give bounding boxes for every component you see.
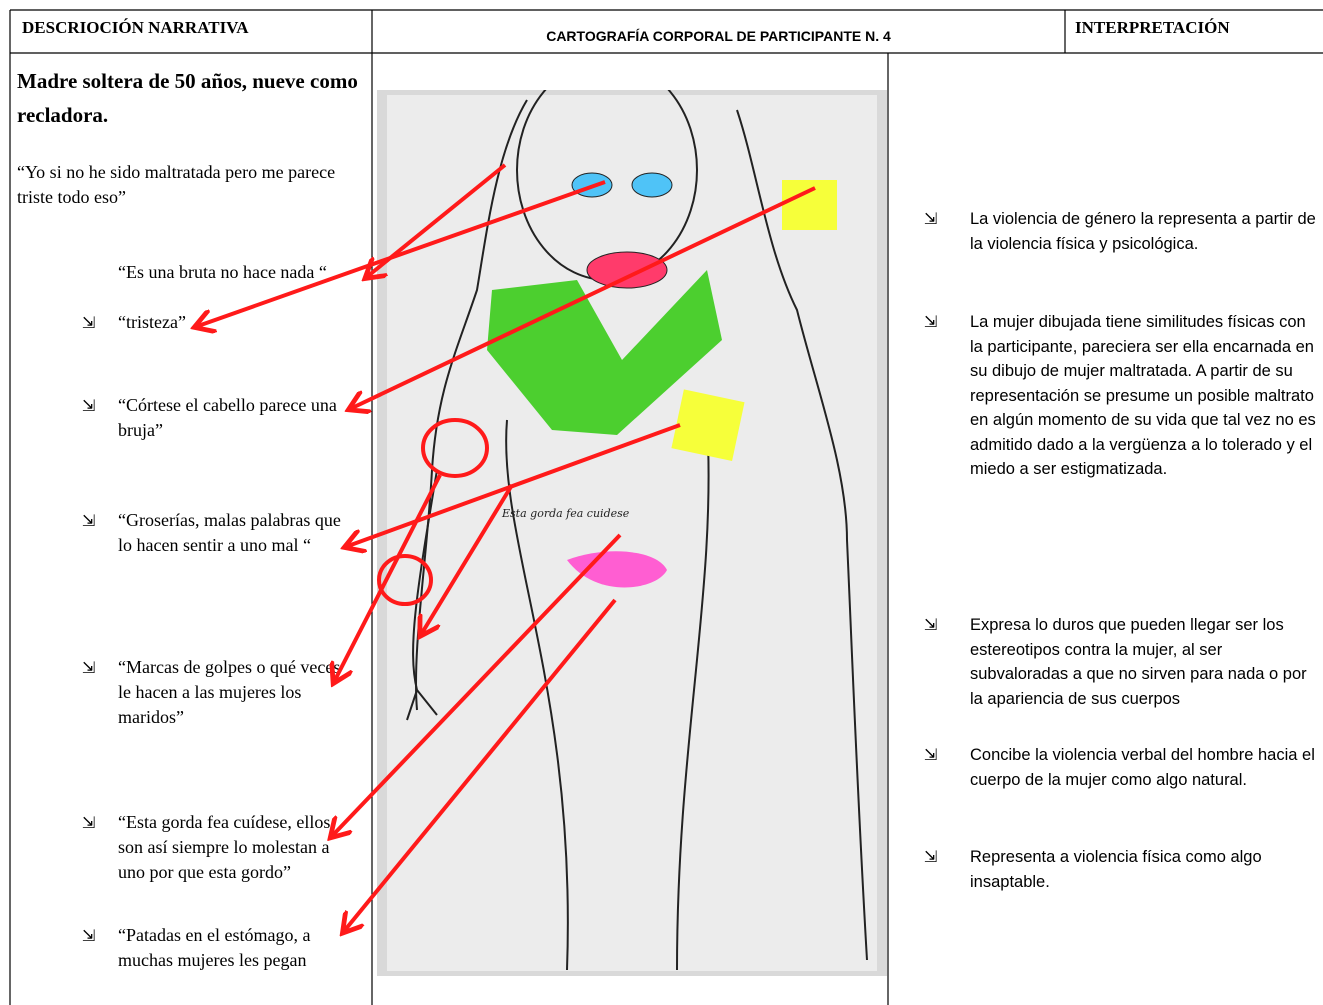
header-cell: CARTOGRAFÍA CORPORAL DE PARTICIPANTE N. … xyxy=(546,28,891,44)
interpretation-item: Concibe la violencia verbal del hombre h… xyxy=(924,743,1320,792)
header-cell: INTERPRETACIÓN xyxy=(1075,18,1230,37)
narrative-item: “Groserías, malas palabras que lo hacen … xyxy=(82,508,343,558)
interpretation-item: Representa a violencia física como algo … xyxy=(924,845,1320,894)
photo-handwriting: Esta gorda fea cuidese xyxy=(501,507,630,520)
header-cell: DESCRIOCIÓN NARRATIVA xyxy=(22,18,249,37)
narrative-item: “Patadas en el estómago, a muchas mujere… xyxy=(82,923,358,973)
narrative-item: “tristeza” xyxy=(82,310,368,335)
narrative-item: “Córtese el cabello parece una bruja” xyxy=(82,393,343,443)
interpretation-item: La violencia de género la representa a p… xyxy=(924,207,1320,256)
interpretation-item: Expresa lo duros que pueden llegar ser l… xyxy=(924,613,1320,711)
body-map-photo: Esta gorda fea cuidese xyxy=(377,90,887,976)
narrative-heading: Madre soltera de 50 años, nueve como rec… xyxy=(17,69,358,127)
narrative-item: “Es una bruta no hace nada “ xyxy=(118,260,365,285)
narrative-item: “Marcas de golpes o qué veces le hacen a… xyxy=(82,655,353,730)
narrative-item: “Esta gorda fea cuídese, ellos son así s… xyxy=(82,810,353,885)
interpretation-item: La mujer dibujada tiene similitudes físi… xyxy=(924,310,1320,482)
narrative-quote: “Yo si no he sido maltratada pero me par… xyxy=(17,162,336,207)
